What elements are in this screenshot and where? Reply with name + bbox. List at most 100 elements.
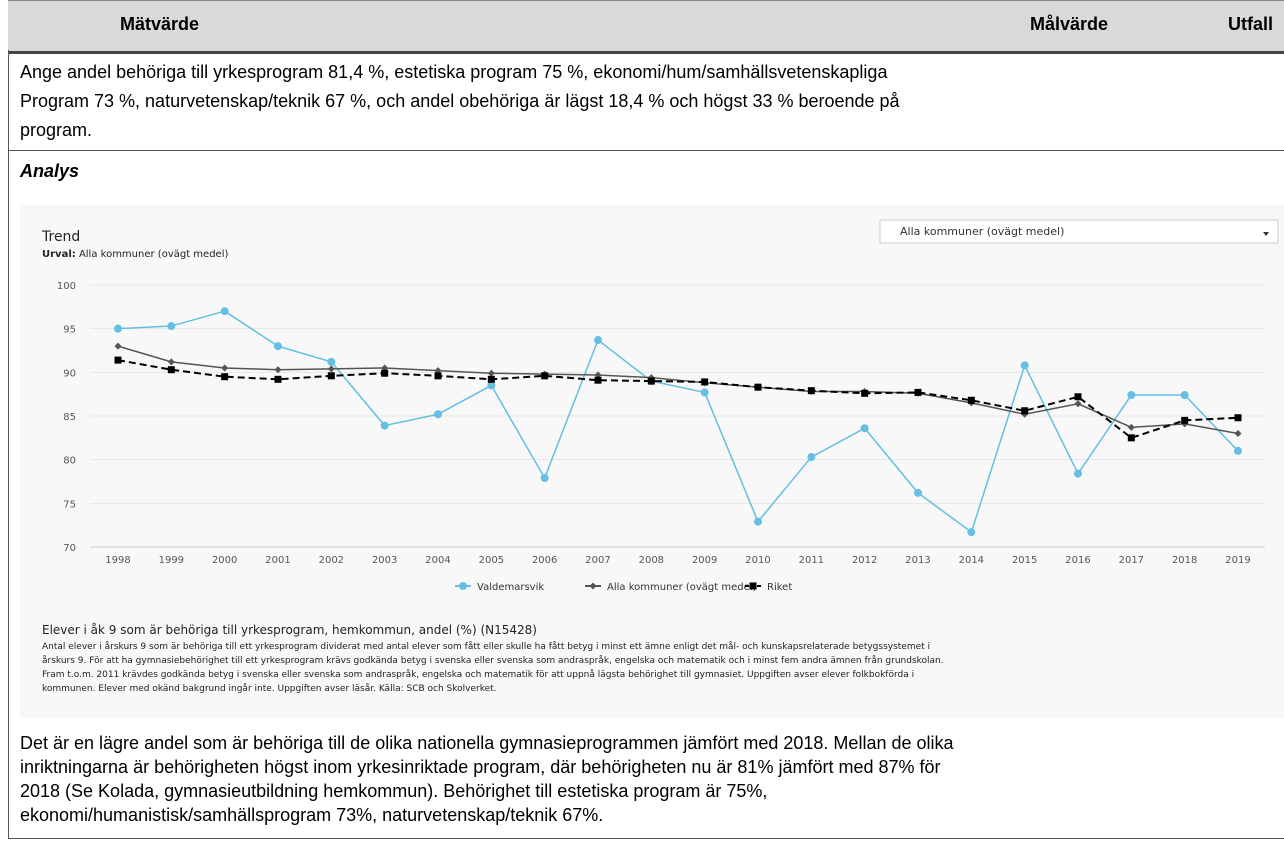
y-tick-label: 70 — [63, 543, 76, 554]
y-tick-label: 85 — [63, 412, 76, 423]
x-tick-label: 2004 — [425, 555, 450, 566]
x-tick-label: 2005 — [479, 555, 504, 566]
subtitle-value: Alla kommuner (ovägt medel) — [79, 249, 229, 260]
data-point — [701, 378, 709, 386]
data-point — [327, 365, 335, 373]
data-point — [967, 528, 976, 537]
data-point — [540, 474, 549, 483]
dropdown-arrow[interactable] — [1263, 232, 1269, 236]
data-point — [1127, 423, 1135, 431]
data-point — [167, 366, 175, 374]
data-point — [1074, 469, 1082, 478]
x-tick-label: 2007 — [585, 555, 610, 566]
legend-marker — [459, 582, 467, 590]
caption-line: årskurs 9. För att ha gymnasiebehörighet… — [42, 655, 944, 666]
data-point — [487, 369, 495, 377]
y-tick-label: 75 — [63, 499, 76, 510]
x-tick-label: 2001 — [265, 555, 290, 566]
header-measure: Mätvärde — [120, 14, 200, 34]
y-tick-label: 100 — [57, 281, 76, 292]
data-point — [1021, 407, 1029, 415]
caption-line: Fram t.o.m. 2011 krävdes godkända betyg … — [42, 669, 914, 680]
data-point — [114, 356, 122, 364]
x-tick-label: 2008 — [639, 555, 664, 566]
analysis-heading: Analys — [20, 161, 80, 181]
data-point — [434, 372, 442, 380]
data-point — [114, 324, 122, 333]
data-point — [381, 369, 389, 377]
text-line: 2018 (Se Kolada, gymnasieutbildning hemk… — [20, 781, 768, 801]
legend-marker — [589, 582, 597, 590]
x-tick-label: 2006 — [532, 555, 557, 566]
chart-subtitle: Urval: Alla kommuner (ovägt medel) — [42, 249, 228, 260]
data-point — [967, 396, 975, 404]
x-tick-label: 2010 — [745, 555, 770, 566]
legend-label: Riket — [767, 582, 792, 593]
data-point — [1127, 434, 1135, 442]
data-point — [487, 375, 495, 383]
data-point — [807, 453, 816, 462]
header-target: Målvärde — [1030, 14, 1109, 34]
series-line — [117, 345, 1239, 435]
data-point — [860, 424, 869, 433]
series-line — [117, 310, 1239, 534]
data-point — [594, 376, 602, 384]
text-line: Program 73 %, naturvetenskap/teknik 67 %… — [20, 91, 900, 111]
x-tick-label: 2018 — [1172, 555, 1197, 566]
legend-marker — [749, 582, 757, 590]
data-point — [807, 387, 815, 395]
data-point — [434, 410, 442, 419]
data-point — [1234, 429, 1242, 437]
x-tick-label: 2014 — [959, 555, 984, 566]
dropdown-box[interactable] — [879, 219, 1279, 244]
data-point — [914, 388, 922, 396]
data-point — [541, 372, 549, 380]
data-point — [1020, 361, 1029, 370]
data-point — [220, 307, 229, 316]
data-point — [754, 383, 762, 391]
x-tick-label: 2015 — [1012, 555, 1037, 566]
data-point — [167, 358, 175, 366]
data-point — [380, 421, 389, 430]
x-tick-label: 2012 — [852, 555, 877, 566]
legend-label: Alla kommuner (ovägt medel) — [607, 582, 757, 593]
x-tick-label: 2000 — [212, 555, 237, 566]
row-border — [8, 150, 1284, 151]
caption-line: kommunen. Elever med okänd bakgrund ingå… — [42, 683, 497, 694]
chart: Alla kommuner (ovägt medel) Trend Urval:… — [20, 205, 1284, 718]
x-tick-label: 2002 — [319, 555, 344, 566]
x-tick-label: 2019 — [1225, 555, 1250, 566]
chart-title: Trend — [41, 229, 80, 245]
header-outcome: Utfall — [1228, 14, 1273, 34]
data-point — [861, 389, 869, 397]
caption-line: Antal elever i årskurs 9 som är behöriga… — [42, 641, 930, 652]
data-point — [274, 375, 282, 383]
data-point — [700, 388, 709, 397]
data-point — [594, 336, 602, 345]
x-tick-label: 2011 — [799, 555, 824, 566]
text-line: program. — [20, 120, 93, 140]
subtitle-label: Urval: — [42, 249, 76, 260]
data-point — [1181, 416, 1189, 424]
data-point — [1180, 391, 1189, 400]
data-point — [1234, 446, 1242, 455]
data-point — [221, 373, 229, 381]
legend-label: Valdemarsvik — [477, 582, 544, 593]
dropdown-label[interactable]: Alla kommuner (ovägt medel) — [900, 225, 1064, 238]
table-border — [8, 50, 9, 838]
x-tick-label: 1999 — [159, 555, 184, 566]
y-tick-label: 80 — [63, 456, 76, 467]
text-line: inriktningarna är behörigheten högst ino… — [20, 757, 941, 777]
data-point — [327, 372, 335, 380]
data-point — [274, 366, 282, 374]
data-point — [327, 357, 336, 366]
row-border — [8, 838, 1284, 839]
x-tick-label: 2013 — [905, 555, 930, 566]
x-tick-label: 2017 — [1119, 555, 1144, 566]
text-line: Det är en lägre andel som är behöriga ti… — [20, 733, 954, 753]
data-point — [914, 488, 922, 497]
y-tick-label: 90 — [63, 368, 76, 379]
caption-title: Elever i åk 9 som är behöriga till yrkes… — [42, 623, 537, 637]
data-point — [274, 342, 282, 351]
